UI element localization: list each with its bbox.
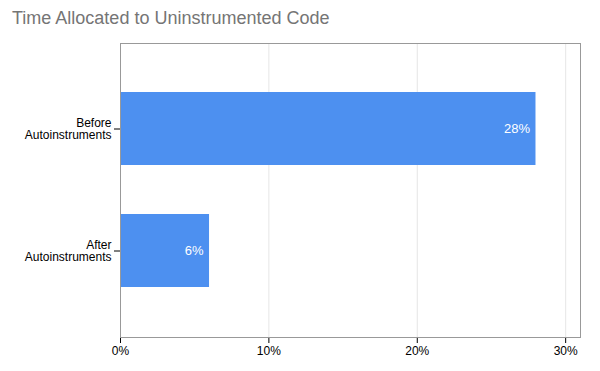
svg-text:BeforeAutoinstruments: BeforeAutoinstruments — [25, 116, 112, 142]
svg-text:AfterAutoinstruments: AfterAutoinstruments — [25, 238, 112, 264]
html-text:Time Allocated to Uninstrument: Time Allocated to Uninstrumented Code — [12, 8, 330, 28]
svg-text:30%: 30% — [554, 344, 578, 358]
svg-text:20%: 20% — [405, 344, 429, 358]
svg-text:28%: 28% — [504, 121, 530, 136]
svg-text:6%: 6% — [185, 243, 204, 258]
svg-text:0%: 0% — [112, 344, 130, 358]
svg-text:10%: 10% — [257, 344, 281, 358]
